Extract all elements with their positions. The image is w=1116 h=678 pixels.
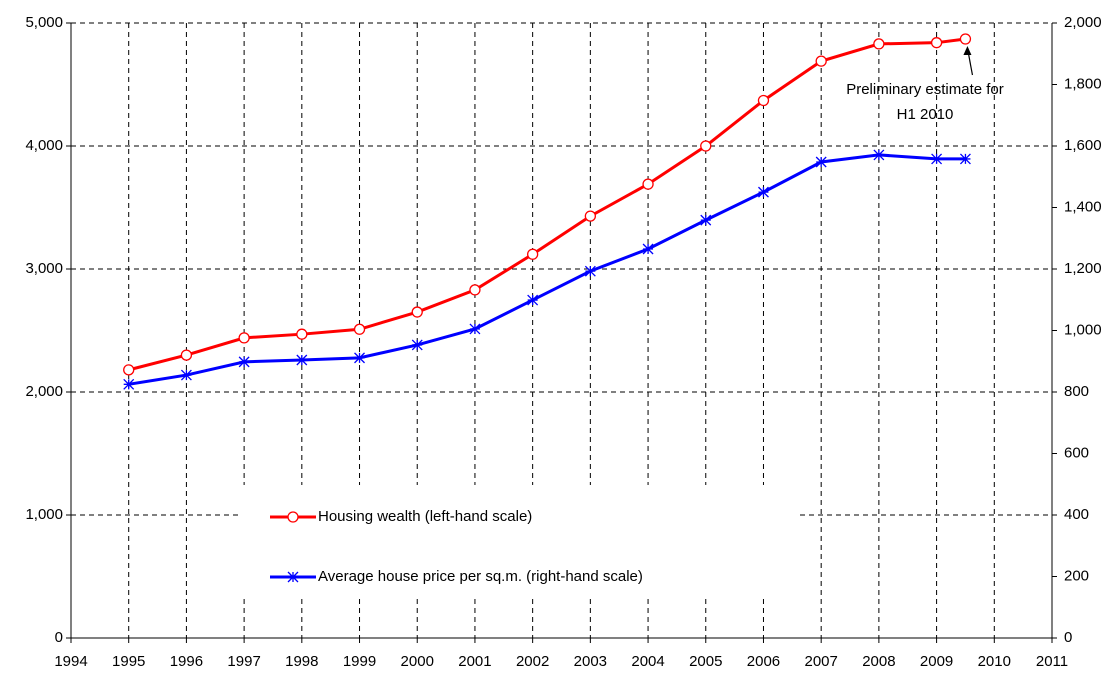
x-tick-label: 2006 <box>747 653 780 670</box>
marker <box>238 332 250 344</box>
y2-tick-label: 400 <box>1064 506 1089 523</box>
legend-box <box>240 485 800 597</box>
marker <box>526 248 539 260</box>
marker <box>180 349 193 361</box>
marker <box>296 328 308 340</box>
marker <box>354 352 365 364</box>
y-tick-label: 2,000 <box>25 383 63 400</box>
x-tick-label: 2010 <box>978 653 1011 670</box>
x-tick-label: 2005 <box>689 653 722 670</box>
marker <box>238 356 250 368</box>
x-tick-label: 2002 <box>516 653 549 670</box>
marker <box>815 55 827 67</box>
marker <box>930 37 943 49</box>
series-line <box>128 153 966 386</box>
marker <box>642 243 654 255</box>
marker <box>180 369 192 381</box>
marker <box>287 571 299 583</box>
marker <box>959 153 971 165</box>
marker <box>873 38 885 50</box>
y-tick-label: 1,000 <box>25 506 63 523</box>
y2-tick-label: 1,200 <box>1064 260 1102 277</box>
marker <box>700 214 712 226</box>
marker <box>123 378 135 390</box>
marker <box>931 153 943 165</box>
marker <box>584 210 597 222</box>
y2-tick-label: 200 <box>1064 567 1089 584</box>
x-tick-label: 2003 <box>574 653 607 670</box>
y-tick-label: 3,000 <box>25 260 63 277</box>
x-tick-label: 1995 <box>112 653 145 670</box>
x-tick-label: 1998 <box>285 653 318 670</box>
marker <box>527 294 539 306</box>
x-tick-label: 2009 <box>920 653 953 670</box>
marker <box>411 306 423 318</box>
marker <box>353 323 366 335</box>
y-tick-label: 0 <box>55 629 63 646</box>
x-tick-label: 1999 <box>343 653 376 670</box>
x-tick-label: 2004 <box>631 653 664 670</box>
y2-tick-label: 0 <box>1064 629 1072 646</box>
marker <box>873 149 885 161</box>
x-tick-label: 2000 <box>401 653 434 670</box>
series-line <box>128 37 966 372</box>
legend-label: Average house price per sq.m. (right-han… <box>318 568 643 585</box>
y2-tick-label: 1,600 <box>1064 137 1102 154</box>
marker <box>584 265 596 277</box>
marker <box>959 33 972 45</box>
y-tick-label: 4,000 <box>25 137 63 154</box>
x-tick-label: 2007 <box>804 653 837 670</box>
y2-tick-label: 1,000 <box>1064 321 1102 338</box>
y2-tick-label: 600 <box>1064 444 1089 461</box>
y-tick-label: 5,000 <box>25 14 63 31</box>
x-tick-label: 1996 <box>170 653 203 670</box>
annotation-arrowhead <box>963 45 972 55</box>
x-tick-label: 1997 <box>227 653 260 670</box>
y2-tick-label: 800 <box>1064 383 1089 400</box>
marker <box>123 364 135 376</box>
marker <box>700 140 712 152</box>
x-tick-label: 2008 <box>862 653 895 670</box>
marker <box>815 156 827 168</box>
x-tick-label: 1994 <box>54 653 87 670</box>
marker <box>469 284 481 296</box>
marker <box>296 354 308 366</box>
x-tick-label: 2001 <box>458 653 491 670</box>
marker <box>758 186 769 198</box>
marker <box>757 94 770 107</box>
marker <box>642 178 654 190</box>
y2-tick-label: 1,400 <box>1064 198 1102 215</box>
marker <box>287 511 299 523</box>
x-tick-label: 2011 <box>1036 653 1068 670</box>
annotation: Preliminary estimate for <box>846 81 1004 98</box>
legend-label: Housing wealth (left-hand scale) <box>318 508 532 525</box>
annotation: H1 2010 <box>897 106 954 123</box>
y2-tick-label: 2,000 <box>1064 14 1102 31</box>
marker <box>411 339 423 351</box>
marker <box>469 323 481 335</box>
y2-tick-label: 1,800 <box>1064 75 1102 92</box>
